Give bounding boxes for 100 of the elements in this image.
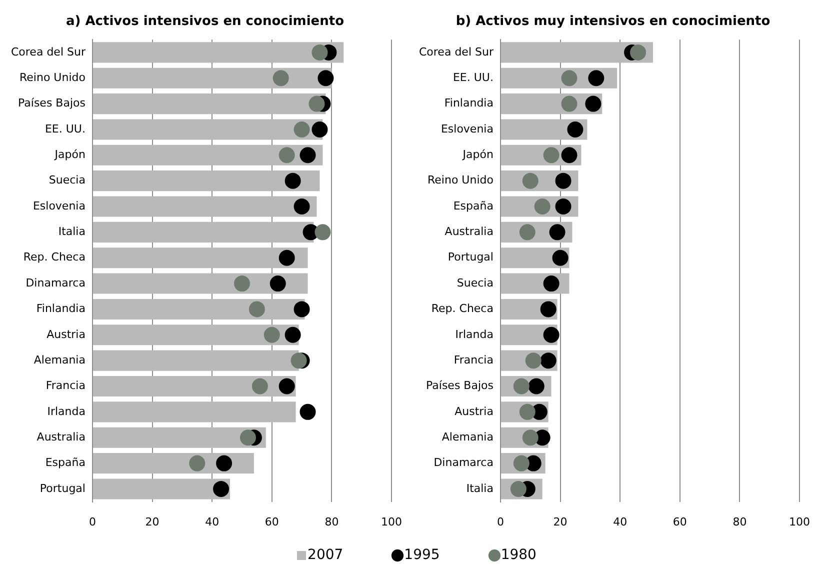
- point: [585, 96, 602, 112]
- point: [549, 224, 566, 240]
- y-tick-label: Irlanda: [455, 328, 494, 341]
- bar: [92, 324, 299, 346]
- point: [264, 326, 280, 343]
- x-tick-label: 40: [205, 515, 220, 528]
- point: [213, 480, 230, 497]
- point: [216, 455, 232, 472]
- y-tick-label: Rep. Checa: [431, 302, 494, 316]
- bar: [92, 427, 266, 448]
- point: [300, 404, 316, 420]
- y-tick-label: Alemania: [34, 353, 86, 366]
- x-tick-label: 20: [145, 515, 160, 528]
- y-tick-label: Suecia: [456, 276, 494, 290]
- point: [567, 121, 584, 138]
- point: [189, 455, 206, 472]
- point: [312, 121, 328, 138]
- bar: [92, 248, 308, 268]
- point: [234, 276, 250, 292]
- y-tick-label: Rep. Checa: [23, 250, 86, 264]
- point: [284, 172, 301, 189]
- point: [308, 96, 325, 112]
- bar: [92, 144, 323, 166]
- point: [534, 198, 550, 215]
- y-tick-label: Dinamarca: [434, 456, 494, 470]
- legend-label: 1980: [500, 547, 536, 563]
- y-tick-label: Eslovenia: [32, 199, 86, 212]
- x-tick-label: 0: [496, 515, 504, 528]
- x-tick-label: 80: [324, 515, 339, 528]
- y-tick-label: EE. UU.: [44, 122, 86, 136]
- bar: [92, 119, 323, 140]
- point: [278, 250, 295, 266]
- point: [543, 326, 560, 343]
- y-tick-label: Italia: [58, 225, 86, 238]
- point: [561, 147, 578, 164]
- point: [272, 70, 289, 86]
- y-tick-label: Japón: [54, 148, 86, 162]
- y-tick-label: Corea del Sur: [10, 45, 86, 58]
- y-tick-label: España: [45, 456, 86, 470]
- point: [294, 121, 310, 138]
- y-tick-label: Finlandia: [36, 302, 86, 316]
- y-tick-label: Australia: [36, 430, 86, 444]
- y-tick-label: Italia: [466, 482, 494, 495]
- point: [252, 378, 268, 394]
- x-tick-label: 80: [732, 515, 747, 528]
- x-tick-label: 20: [553, 515, 568, 528]
- y-tick-label: España: [453, 199, 494, 212]
- y-tick-label: Países Bajos: [18, 96, 86, 110]
- point: [543, 147, 560, 164]
- bar: [92, 42, 344, 63]
- y-tick-label: Portugal: [40, 482, 86, 495]
- bar: [92, 478, 230, 500]
- bar: [92, 376, 296, 397]
- x-tick-label: 0: [88, 515, 96, 528]
- y-tick-label: EE. UU.: [452, 70, 494, 84]
- point: [270, 276, 286, 292]
- point: [519, 224, 536, 240]
- point: [278, 147, 295, 164]
- y-tick-label: Irlanda: [47, 404, 86, 418]
- point: [561, 70, 578, 86]
- point: [294, 301, 310, 318]
- point: [300, 147, 316, 164]
- point: [543, 276, 560, 292]
- bar: [92, 222, 314, 242]
- point: [588, 70, 604, 86]
- legend-label: 2007: [308, 547, 344, 563]
- y-tick-label: Alemania: [442, 430, 494, 444]
- point: [240, 430, 256, 446]
- point: [555, 198, 572, 215]
- y-tick-label: Reino Unido: [428, 174, 494, 187]
- bar: [92, 170, 320, 192]
- x-tick-label: 100: [381, 515, 402, 528]
- point: [314, 224, 331, 240]
- x-tick-label: 60: [672, 515, 687, 528]
- chart-title: b) Activos muy intensivos en conocimiento: [456, 14, 770, 30]
- y-tick-label: Reino Unido: [20, 70, 86, 84]
- point: [318, 70, 334, 86]
- y-tick-label: Finlandia: [444, 96, 494, 110]
- y-tick-label: Eslovenia: [440, 122, 494, 136]
- point: [561, 96, 578, 112]
- y-tick-label: Australia: [444, 225, 494, 238]
- x-tick-label: 100: [789, 515, 810, 528]
- y-tick-label: Suecia: [48, 174, 86, 187]
- bar: [92, 350, 299, 371]
- bar: [92, 273, 308, 294]
- y-tick-label: Francia: [454, 353, 494, 366]
- point: [290, 352, 307, 369]
- legend-label: 1995: [404, 547, 440, 563]
- bar: [92, 298, 305, 320]
- y-tick-label: Países Bajos: [426, 379, 494, 392]
- bar: [92, 94, 326, 114]
- point: [312, 44, 328, 60]
- y-tick-label: Dinamarca: [26, 276, 86, 290]
- bar: [92, 196, 317, 217]
- point: [522, 172, 538, 189]
- bar: [500, 42, 653, 63]
- y-tick-label: Francia: [46, 379, 86, 392]
- y-tick-label: Austria: [454, 404, 494, 418]
- chart-title: a) Activos intensivos en conocimiento: [66, 14, 344, 30]
- point: [540, 352, 556, 369]
